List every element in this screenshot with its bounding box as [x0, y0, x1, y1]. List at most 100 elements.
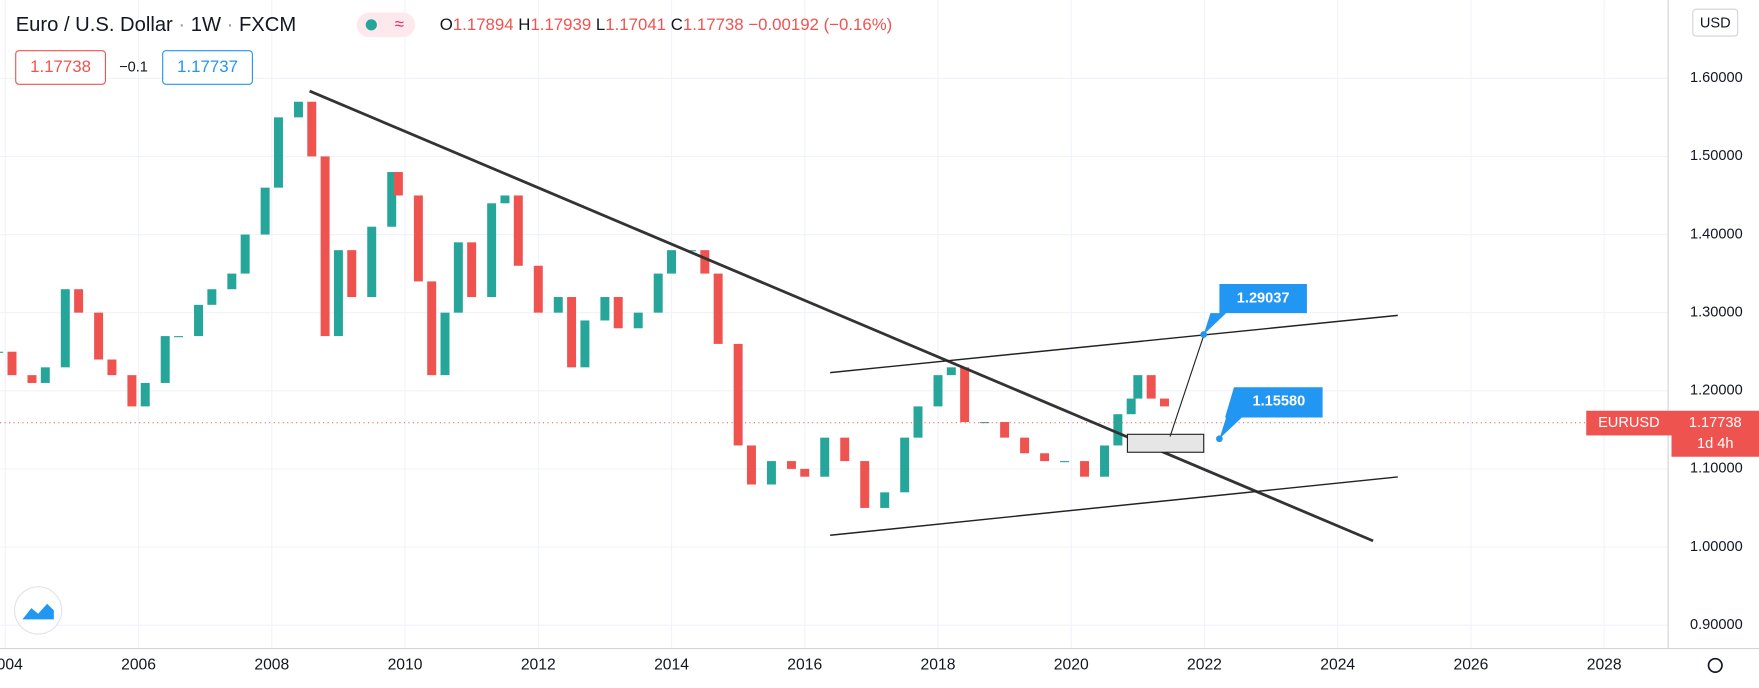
candle [347, 250, 357, 298]
arrow [1169, 335, 1205, 437]
logo-icon [22, 603, 54, 620]
candle [413, 195, 423, 282]
channel-lower [830, 476, 1398, 536]
callout-label: 1.15580 [1253, 394, 1306, 410]
settings-icon[interactable] [1707, 657, 1723, 673]
candle [467, 242, 477, 298]
time-tick-label: 2024 [1320, 657, 1355, 674]
symbol-badge-label: EURUSD [1598, 415, 1660, 431]
candle [500, 195, 510, 204]
candle [580, 320, 590, 368]
candle [207, 289, 217, 305]
candle [293, 101, 303, 118]
ohlc-value: 1.17894 [453, 15, 514, 34]
status-icon: ≈ [395, 14, 404, 33]
candle [513, 195, 523, 266]
time-tick-label: 2008 [254, 657, 289, 674]
callout: 1.29037 [1200, 283, 1307, 338]
status-pill[interactable] [356, 12, 416, 38]
exchange: FXCM [239, 14, 296, 36]
ohlc: O1.17894 H1.17939 L1.17041 C1.17738 −0.0… [440, 15, 893, 34]
symbol-badge [1586, 410, 1672, 436]
candle [427, 281, 437, 376]
candle [333, 250, 343, 337]
price-tick-label: 1.30000 [1690, 304, 1743, 320]
callout-label: 1.29037 [1237, 290, 1290, 306]
candle [1100, 445, 1110, 477]
bid-button[interactable] [15, 50, 107, 85]
candle [260, 187, 270, 235]
time-tick-label: 2014 [654, 657, 689, 674]
candle [653, 273, 663, 313]
candle [713, 273, 723, 344]
candle [320, 156, 330, 337]
price-tick-label: 1.50000 [1690, 148, 1743, 164]
candle [487, 203, 497, 298]
candle [227, 273, 237, 290]
candle [1000, 422, 1010, 438]
time-tick-label: 2020 [1054, 657, 1089, 674]
candle [7, 351, 17, 376]
candle [1080, 461, 1090, 477]
candle [800, 468, 810, 477]
time-tick-label: 2018 [921, 657, 956, 674]
candle [600, 297, 610, 321]
candle [107, 359, 117, 376]
candle [1146, 375, 1156, 399]
candle [700, 250, 710, 274]
last-price-badge [1671, 410, 1759, 457]
candle [533, 265, 543, 313]
candles [0, 101, 1169, 508]
ask-button[interactable] [162, 50, 253, 85]
candle [667, 250, 677, 274]
time-tick-label: 2004 [0, 657, 23, 674]
time-tick-label: 2022 [1187, 657, 1222, 674]
zone-rect [1126, 433, 1205, 453]
currency-label: USD [1700, 16, 1731, 32]
candle [786, 461, 796, 469]
price-axis: 0.90000 1.00000 1.10000 1.20000 1.30000 1.400… [1690, 70, 1743, 633]
candle [946, 367, 956, 376]
candle [393, 172, 403, 196]
candle [1040, 453, 1050, 462]
candle [140, 382, 150, 407]
candle [273, 117, 283, 188]
candle [766, 461, 776, 485]
candle [860, 461, 870, 508]
candle [960, 367, 970, 423]
status-dot [365, 19, 377, 31]
symbol: Euro / U.S. Dollar [16, 14, 173, 36]
price-tick-label: 1.20000 [1690, 383, 1743, 399]
candle [913, 406, 923, 438]
bid-label: 1.17738 [30, 57, 91, 76]
candle [0, 351, 4, 353]
candle [40, 367, 50, 383]
trend-line [309, 89, 1374, 543]
candle [307, 101, 317, 157]
symbol-title: Euro / U.S. Dollar · 1W · FXCM [16, 14, 296, 36]
candle [980, 422, 990, 424]
time-tick-label: 2026 [1453, 657, 1488, 674]
ohlc-key: O [440, 15, 453, 34]
candle [27, 375, 37, 383]
time-tick-label: 2012 [521, 657, 556, 674]
change: −0.00192 (−0.16%) [748, 15, 892, 34]
candle [127, 375, 137, 407]
candle [840, 437, 850, 462]
time-tick-label: 2006 [121, 657, 156, 674]
time-tick-label: 2010 [388, 657, 423, 674]
ohlc-value: 1.17939 [530, 15, 591, 34]
candle [453, 242, 463, 313]
ohlc-key: L [596, 15, 605, 34]
candle [880, 492, 890, 508]
logo[interactable] [14, 586, 63, 635]
candle [60, 289, 70, 368]
currency-button[interactable] [1692, 8, 1739, 37]
price-tick-label: 1.40000 [1690, 226, 1743, 242]
candle [1160, 398, 1169, 407]
candle [1133, 375, 1143, 399]
candle [1126, 398, 1136, 415]
candle [553, 297, 563, 313]
